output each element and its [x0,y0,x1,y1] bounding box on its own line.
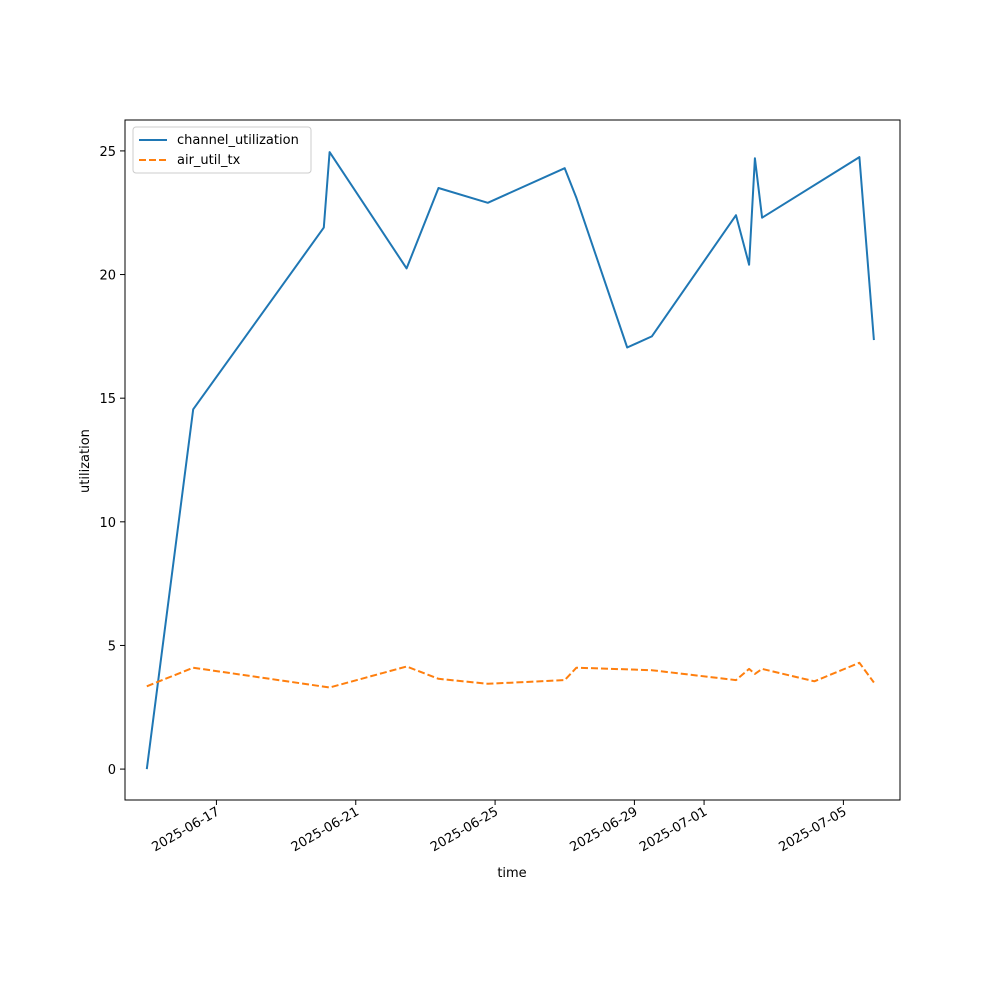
legend-label-channel-utilization: channel_utilization [177,133,299,148]
legend-label-air-util-tx: air_util_tx [177,153,241,168]
y-tick-label: 15 [99,392,116,407]
y-tick-label: 10 [99,516,116,531]
series-line-channel-utilization [145,151,875,770]
y-tick-label: 0 [108,763,116,778]
legend: channel_utilization air_util_tx [132,126,312,174]
plot-area [145,151,875,770]
y-tick-label: 20 [99,269,116,284]
series-line-air-util-tx [146,661,875,689]
x-axis-label: time [497,866,526,881]
legend-box [132,126,312,174]
y-tick-label: 25 [99,145,116,160]
y-axis-label: utilization [78,429,93,493]
plot-frame [124,119,901,801]
y-tick-label: 5 [108,639,116,654]
y-axis-ticks: 0 5 10 15 20 25 [99,145,125,778]
